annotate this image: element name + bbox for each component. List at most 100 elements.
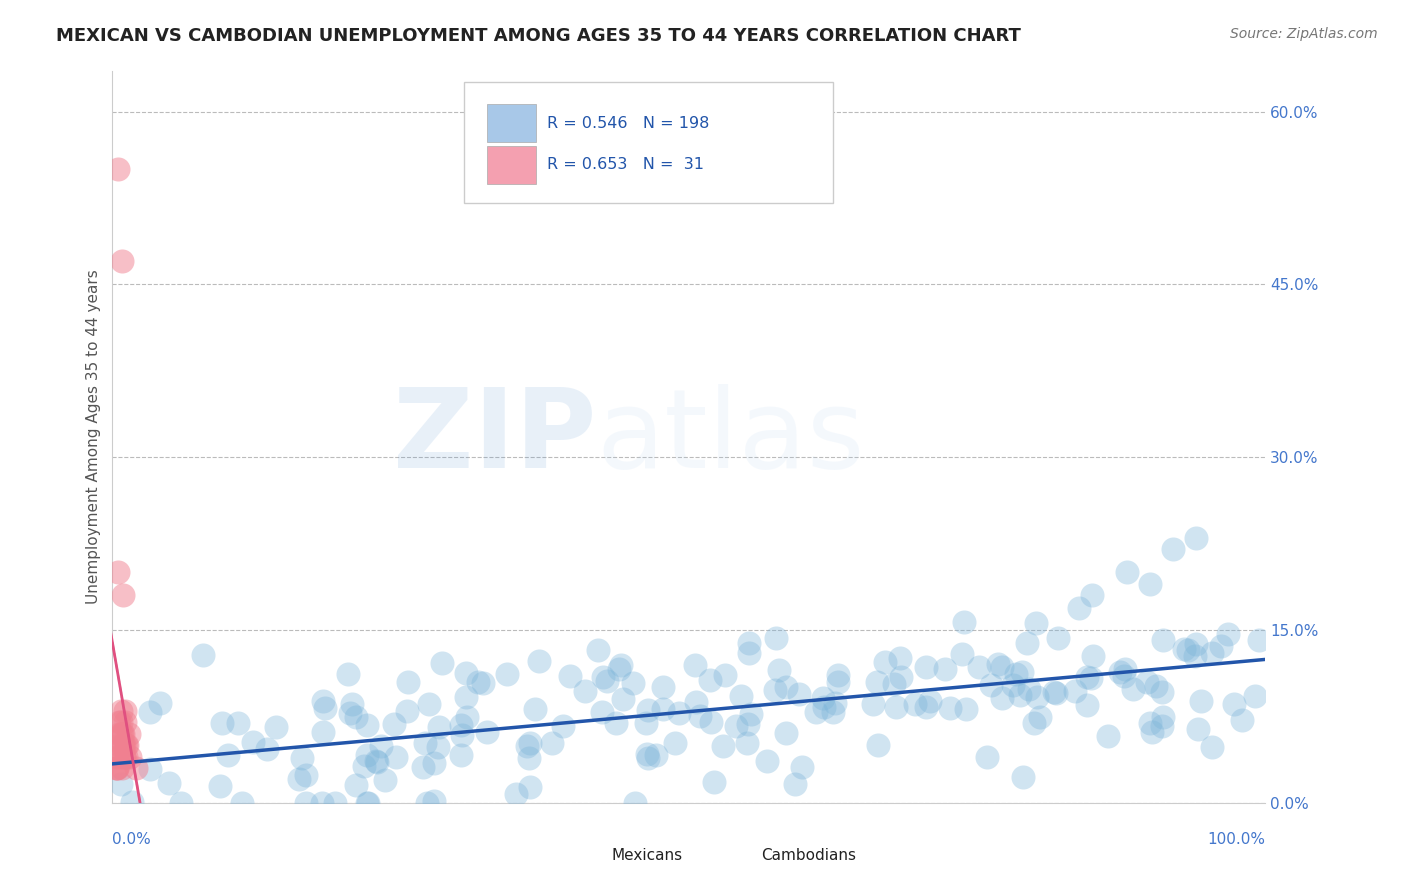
Point	[596, 674, 619, 689]
Point	[685, 658, 707, 673]
Point	[124, 761, 146, 775]
Point	[139, 762, 162, 776]
Point	[111, 761, 134, 775]
Point	[149, 696, 172, 710]
Text: ZIP: ZIP	[394, 384, 596, 491]
Point	[427, 739, 450, 754]
Point	[938, 701, 960, 715]
Point	[107, 566, 129, 580]
Point	[664, 736, 686, 750]
Point	[735, 736, 758, 750]
Point	[724, 719, 747, 733]
Point	[108, 738, 131, 752]
Point	[139, 705, 162, 719]
Point	[624, 796, 647, 810]
Point	[340, 698, 363, 712]
Point	[1015, 636, 1038, 650]
Point	[1211, 640, 1233, 654]
Point	[112, 749, 135, 764]
Point	[775, 680, 797, 694]
Point	[1185, 531, 1208, 545]
Point	[1187, 723, 1209, 737]
Point	[1108, 665, 1130, 679]
Point	[790, 760, 813, 774]
Point	[868, 738, 890, 752]
Point	[157, 776, 180, 790]
Point	[987, 657, 1010, 671]
Point	[763, 683, 786, 698]
Point	[574, 684, 596, 698]
Point	[396, 675, 419, 690]
Point	[636, 747, 658, 761]
Point	[110, 715, 132, 730]
Point	[1230, 713, 1253, 727]
Point	[637, 703, 659, 717]
Point	[991, 691, 1014, 706]
Point	[366, 754, 388, 768]
Point	[454, 666, 477, 681]
Point	[1161, 542, 1184, 557]
Point	[496, 666, 519, 681]
Point	[1025, 615, 1047, 630]
Point	[827, 675, 849, 690]
Point	[1080, 671, 1102, 685]
Point	[1114, 669, 1136, 683]
Point	[711, 739, 734, 754]
Point	[1008, 688, 1031, 702]
Point	[1184, 648, 1206, 663]
Point	[651, 702, 673, 716]
Point	[713, 667, 735, 681]
Point	[115, 738, 138, 752]
Point	[551, 719, 574, 733]
Point	[558, 669, 581, 683]
Point	[523, 701, 546, 715]
Point	[413, 736, 436, 750]
Point	[1018, 681, 1040, 696]
Point	[700, 714, 723, 729]
Point	[950, 647, 973, 661]
Point	[862, 698, 884, 712]
Point	[1047, 631, 1070, 645]
Point	[685, 696, 707, 710]
Point	[915, 659, 938, 673]
Point	[1189, 694, 1212, 708]
Point	[904, 697, 927, 711]
Point	[1026, 690, 1049, 704]
Point	[107, 162, 129, 177]
Point	[519, 736, 541, 750]
Point	[1150, 719, 1173, 733]
Point	[699, 673, 721, 687]
Point	[314, 700, 336, 714]
Point	[934, 662, 956, 676]
Point	[288, 772, 311, 786]
Point	[117, 727, 139, 741]
Point	[645, 747, 668, 762]
Point	[339, 706, 361, 720]
Point	[110, 777, 132, 791]
Point	[423, 794, 446, 808]
Point	[114, 715, 136, 730]
Point	[111, 738, 134, 752]
Point	[217, 748, 239, 763]
Y-axis label: Unemployment Among Ages 35 to 44 years: Unemployment Among Ages 35 to 44 years	[86, 269, 101, 605]
Point	[738, 636, 761, 650]
Point	[621, 676, 644, 690]
Point	[112, 749, 135, 764]
Point	[430, 656, 453, 670]
Point	[990, 660, 1012, 674]
Point	[1122, 682, 1144, 697]
Point	[637, 751, 659, 765]
Point	[1136, 674, 1159, 689]
Point	[105, 761, 128, 775]
Point	[357, 796, 380, 810]
Point	[1064, 684, 1087, 698]
Point	[108, 715, 131, 730]
Text: 100.0%: 100.0%	[1208, 832, 1265, 847]
Text: Cambodians: Cambodians	[762, 848, 856, 863]
Point	[634, 715, 657, 730]
Point	[804, 705, 827, 719]
Point	[112, 738, 135, 752]
Point	[737, 717, 759, 731]
Point	[1152, 632, 1174, 647]
Point	[1201, 646, 1223, 660]
